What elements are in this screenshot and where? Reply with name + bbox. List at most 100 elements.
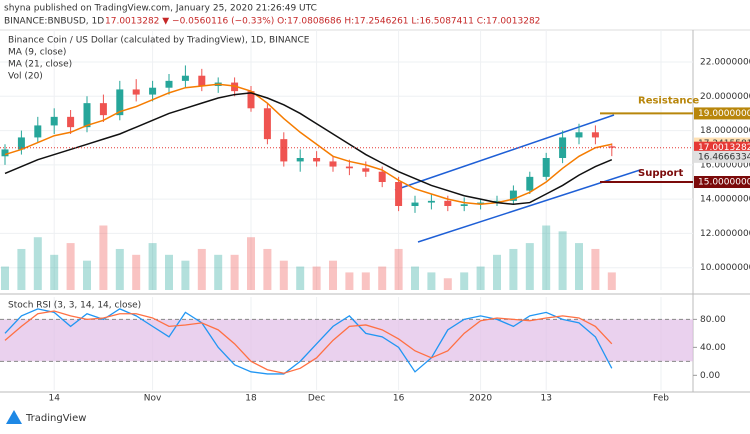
symbol: BINANCE:BNBUSD, 1D (4, 17, 104, 27)
volume-bar (296, 266, 305, 290)
price-label: 16.4666334 (698, 152, 750, 162)
candle-body (460, 204, 468, 206)
y-tick-label: 14.0000000 (700, 195, 750, 205)
candle-body (362, 168, 370, 172)
volume-bar (394, 248, 403, 290)
candle-body (165, 80, 173, 88)
candle-body (198, 75, 206, 86)
candle-body (83, 103, 91, 128)
candle-body (526, 176, 534, 191)
stoch-line (4, 310, 613, 374)
trend-line (394, 114, 615, 191)
x-tick-label: Dec (308, 394, 325, 404)
level-label-bg (694, 107, 750, 120)
volume-bar (575, 243, 583, 290)
brand: TradingView (25, 413, 86, 424)
candle-body (132, 89, 140, 95)
price-label-bg (694, 141, 750, 154)
quote: 17.0013282 ▼ −0.0560116 (−0.33%) O:17.08… (105, 17, 540, 27)
volume-bar (214, 254, 223, 290)
candle-body (575, 132, 583, 138)
volume-bar (427, 272, 436, 290)
volume-bar (1, 266, 9, 290)
volume-bar (460, 272, 469, 290)
candle-body (50, 116, 58, 126)
x-tick-label: 13 (540, 394, 551, 404)
moving-average (4, 83, 612, 206)
volume-bar (443, 278, 452, 290)
y-tick-label: 22.0000000 (700, 58, 750, 68)
volume-bar (148, 243, 157, 290)
candle-body (427, 200, 435, 203)
y-tick-label: 0.00 (700, 371, 720, 381)
moving-average (4, 92, 613, 206)
y-tick-label: 12.0000000 (700, 229, 750, 239)
volume-bar (279, 260, 288, 290)
candle-body (181, 75, 189, 81)
band (0, 319, 693, 362)
y-tick-label: 20.0000000 (700, 92, 750, 102)
volume-bar (66, 243, 75, 290)
logo (6, 410, 22, 424)
volume-bar (607, 272, 616, 290)
candle-body (280, 139, 288, 162)
y-tick-label: 18.0000000 (700, 126, 750, 136)
candle-body (247, 91, 255, 109)
candle-body (345, 166, 353, 169)
x-tick-label: Nov (144, 394, 162, 404)
y-tick-label: 80.00 (700, 315, 726, 325)
candle-body (608, 146, 616, 148)
level-name: Support (638, 168, 683, 179)
volume-bar (115, 248, 124, 290)
candle-body (99, 103, 107, 116)
x-tick-label: 14 (48, 394, 60, 404)
candle-body (34, 125, 42, 138)
candle-body (231, 82, 239, 92)
header: shyna published on TradingView.com, Janu… (4, 4, 317, 14)
candle-body (591, 132, 599, 138)
volume-bar (329, 260, 337, 290)
volume-bar (99, 225, 108, 290)
volume-bar (165, 254, 173, 290)
x-tick-label: 18 (245, 394, 257, 404)
chart-title: Binance Coin / US Dollar (calculated by … (8, 36, 310, 46)
candle-body (116, 89, 124, 116)
y-tick-label: 16.0000000 (700, 160, 750, 170)
level-label-bg (694, 176, 750, 188)
x-tick-label: Feb (653, 394, 669, 404)
legend-entry: MA (9, close) (8, 48, 66, 58)
volume-bar (230, 254, 239, 290)
candle-body (1, 149, 9, 157)
volume-bar (33, 237, 42, 290)
candle-body (542, 158, 550, 177)
volume-bar (493, 254, 501, 290)
volume-bar (558, 231, 567, 290)
volume-bar (247, 237, 255, 290)
candle-body (559, 137, 567, 158)
volume-bar (411, 266, 419, 290)
price-label-bg (694, 150, 750, 163)
candle-body (263, 108, 271, 140)
volume-bar (345, 272, 354, 290)
legend-entry: MA (21, close) (8, 60, 72, 70)
candle-body (17, 137, 25, 150)
candle-body (509, 190, 517, 201)
volume-bar (378, 266, 387, 290)
level-label: 15.0000000 (698, 178, 750, 188)
volume-bar (509, 248, 518, 290)
candle-body (378, 171, 386, 182)
volume-bar (263, 248, 272, 290)
candle-body (444, 200, 452, 206)
volume-bar (17, 248, 26, 290)
volume-bar (525, 243, 534, 290)
legend-entry: Vol (20) (8, 72, 43, 82)
candle-body (149, 87, 157, 95)
candle-body (67, 116, 75, 128)
candle-body (329, 161, 337, 167)
volume-bar (83, 260, 91, 290)
volume-bar (312, 266, 321, 290)
level-name: Resistance (638, 95, 699, 106)
candle-body (313, 158, 321, 162)
